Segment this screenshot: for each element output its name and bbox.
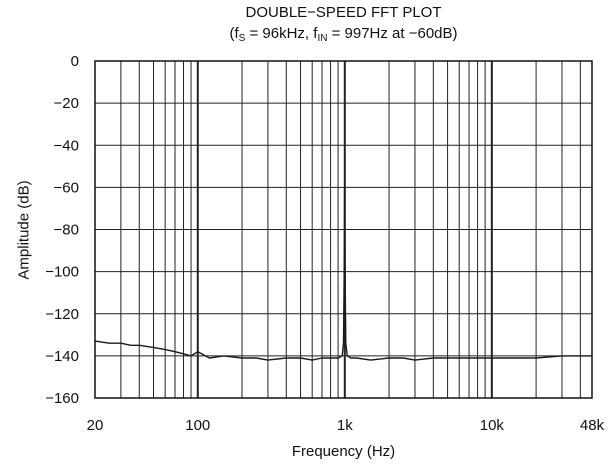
x-axis-label: Frequency (Hz) (291, 443, 396, 460)
x-tick-label: 10k (480, 417, 505, 434)
y-tick-label: 0 (71, 53, 79, 70)
y-tick-label: −100 (45, 264, 79, 281)
subtitle-close: = 997Hz at −60dB) (327, 25, 458, 42)
chart-title: DOUBLE−SPEED FFT PLOT (245, 4, 442, 21)
y-tick-label: −40 (54, 137, 79, 154)
subtitle-sub-s: S (238, 33, 246, 44)
y-tick-label: −160 (45, 390, 79, 407)
y-tick-label: −60 (54, 179, 79, 196)
fft-series-line (94, 186, 592, 361)
y-tick-label: −140 (45, 348, 79, 365)
y-tick-label: −80 (54, 222, 79, 239)
x-tick-label: 1k (337, 417, 353, 434)
subtitle-open: (f (229, 25, 239, 42)
x-tick-label: 100 (185, 417, 210, 434)
y-tick-label: −120 (45, 306, 79, 323)
y-axis-label: Amplitude (dB) (15, 180, 33, 280)
plot-frame (94, 60, 593, 399)
x-tick-label: 20 (87, 417, 104, 434)
chart-subtitle: (fS = 96kHz, fIN = 997Hz at −60dB) (95, 25, 592, 48)
y-tick-label: −20 (54, 95, 79, 112)
subtitle-sub-in: IN (317, 33, 328, 44)
subtitle-mid: = 96kHz, f (245, 25, 318, 42)
x-tick-label: 48k (580, 417, 605, 434)
